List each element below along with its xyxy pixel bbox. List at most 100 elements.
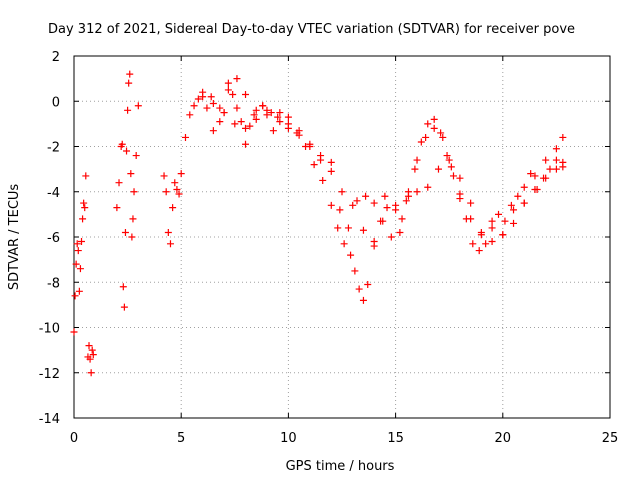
data-point (359, 226, 367, 234)
x-tick-label: 10 (280, 431, 297, 446)
data-point (327, 201, 335, 209)
data-point (475, 247, 483, 255)
data-point (317, 156, 325, 164)
data-point (379, 217, 387, 225)
data-point (542, 156, 550, 164)
axis-ticks: 0 5 10 15 20 25 -14 -12 -10 -8 -6 -4 -2 0 2 (39, 50, 619, 446)
data-point (424, 120, 432, 128)
data-point (128, 233, 136, 241)
y-tick-label: -6 (47, 231, 60, 246)
data-point (402, 197, 410, 205)
data-point (449, 172, 457, 180)
data-point (559, 133, 567, 141)
data-point (259, 102, 267, 110)
data-point (349, 201, 357, 209)
data-point (456, 190, 464, 198)
y-tick-label: -10 (39, 322, 60, 337)
data-point (445, 156, 453, 164)
data-point (381, 192, 389, 200)
data-point (437, 129, 445, 137)
data-point (216, 104, 224, 112)
data-point (81, 204, 89, 212)
data-point (118, 140, 126, 148)
data-point (220, 109, 228, 117)
data-point (295, 131, 303, 139)
data-point (237, 118, 245, 126)
data-point (383, 204, 391, 212)
data-point (520, 199, 528, 207)
data-point (404, 192, 412, 200)
data-point (488, 224, 496, 232)
data-point (422, 133, 430, 141)
data-point (186, 111, 194, 119)
data-point (269, 127, 277, 135)
y-tick-label: -4 (47, 186, 60, 201)
y-axis-label: SDTVAR / TECUs (7, 184, 22, 291)
data-point (252, 115, 260, 123)
data-point (336, 206, 344, 214)
data-point (113, 204, 121, 212)
data-point (456, 174, 464, 182)
data-point (362, 192, 370, 200)
data-point (134, 102, 142, 110)
data-point (132, 152, 140, 160)
data-point (495, 210, 503, 218)
data-point (263, 106, 271, 114)
x-tick-label: 5 (177, 431, 185, 446)
x-axis-label: GPS time / hours (286, 459, 395, 474)
grid-lines (74, 56, 610, 418)
data-point (411, 165, 419, 173)
data-point (73, 240, 81, 248)
data-point (177, 170, 185, 178)
data-point (359, 296, 367, 304)
data-point (443, 152, 451, 160)
data-point (72, 260, 80, 268)
data-points (70, 70, 567, 377)
data-point (488, 238, 496, 246)
data-point (75, 287, 83, 295)
data-point (87, 369, 95, 377)
data-point (242, 140, 250, 148)
x-tick-label: 15 (387, 431, 404, 446)
data-point (181, 133, 189, 141)
data-point (85, 342, 93, 350)
data-point (121, 228, 129, 236)
data-point (207, 93, 215, 101)
data-point (334, 224, 342, 232)
data-point (392, 206, 400, 214)
y-tick-label: -12 (39, 367, 60, 382)
y-tick-label: 0 (52, 95, 60, 110)
data-point (396, 228, 404, 236)
data-point (175, 190, 183, 198)
data-point (284, 120, 292, 128)
data-point (387, 233, 395, 241)
data-point (233, 75, 241, 83)
data-point (434, 165, 442, 173)
data-point (531, 185, 539, 193)
data-point (80, 199, 88, 207)
data-point (340, 240, 348, 248)
data-point (527, 170, 535, 178)
data-point (166, 240, 174, 248)
data-point (417, 138, 425, 146)
data-point (499, 231, 507, 239)
data-point (447, 163, 455, 171)
data-point (477, 228, 485, 236)
data-point (510, 206, 518, 214)
y-tick-label: 2 (52, 50, 60, 65)
data-point (520, 183, 528, 191)
data-point (123, 147, 131, 155)
data-point (439, 133, 447, 141)
data-point (546, 165, 554, 173)
data-point (542, 174, 550, 182)
x-tick-label: 25 (602, 431, 619, 446)
data-point (194, 95, 202, 103)
data-point (89, 351, 97, 359)
data-point (199, 88, 207, 96)
data-point (559, 163, 567, 171)
data-point (216, 118, 224, 126)
data-point (203, 104, 211, 112)
data-point (370, 199, 378, 207)
data-point (190, 102, 198, 110)
data-point (276, 118, 284, 126)
